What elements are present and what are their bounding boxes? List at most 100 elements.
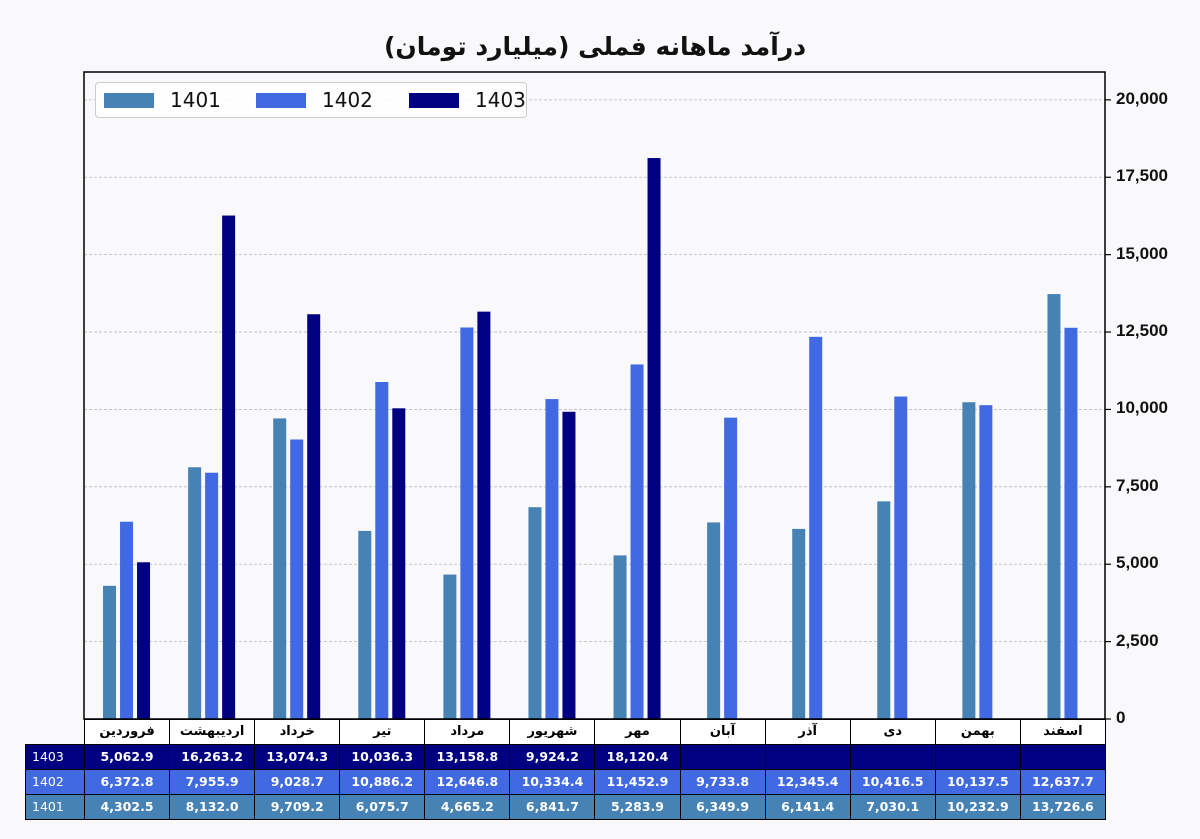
bar-1402-4: [375, 382, 389, 719]
table-cell: 13,074.3: [254, 744, 341, 770]
legend-swatch-1401: [104, 93, 154, 108]
table-row-label: 1401: [25, 794, 85, 820]
table-cell: 18,120.4: [594, 744, 681, 770]
y-axis-ticks: [1105, 99, 1111, 720]
table-cell: 10,416.5: [849, 769, 936, 795]
table-cell: [679, 744, 766, 770]
bar-1402-6: [545, 399, 559, 719]
bar-1402-10: [894, 396, 908, 719]
table-cell: 5,283.9: [594, 794, 681, 820]
table-cell: 9,709.2: [254, 794, 341, 820]
bar-1401-3: [273, 418, 287, 719]
data-table: فروردین اردیبهشت خرداد تیر مرداد شهریور مهر آبا…: [25, 719, 1106, 820]
legend-label-1401: 1401: [170, 88, 221, 112]
bar-1402-9: [809, 336, 823, 719]
legend-label-1403: 1403: [475, 88, 526, 112]
table-cell: 16,263.2: [169, 744, 256, 770]
bar-1401-7: [613, 555, 627, 719]
bar-1403-4: [392, 408, 406, 719]
bar-1401-9: [792, 528, 806, 719]
legend-swatch-1402: [256, 93, 306, 108]
bar-1401-2: [188, 467, 202, 719]
bar-1403-1: [137, 562, 151, 719]
table-cell: 11,452.9: [594, 769, 681, 795]
x-tick-label: اسفند: [1019, 719, 1106, 745]
bar-1403-7: [647, 158, 661, 720]
table-cell: 6,075.7: [339, 794, 426, 820]
y-tick-label: 20,000: [1116, 88, 1168, 108]
table-cell: 9,924.2: [509, 744, 596, 770]
table-cell: 4,302.5: [83, 794, 171, 820]
table-cell: [764, 744, 851, 770]
bar-1402-1: [120, 521, 134, 719]
bar-1403-6: [562, 411, 576, 719]
bar-1401-11: [962, 402, 976, 719]
table-cell: 5,062.9: [83, 744, 171, 770]
table-row-label: 1402: [25, 769, 85, 795]
table-cell: 8,132.0: [169, 794, 256, 820]
table-cell: 10,036.3: [339, 744, 426, 770]
table-cell: 9,733.8: [679, 769, 766, 795]
table-cell: 7,030.1: [849, 794, 936, 820]
x-tick-label: بهمن: [934, 719, 1021, 745]
table-cell: 7,955.9: [169, 769, 256, 795]
table-cell: 12,637.7: [1019, 769, 1106, 795]
bar-1401-5: [443, 574, 457, 719]
x-tick-label: اردیبهشت: [169, 719, 256, 745]
legend-label-1402: 1402: [322, 88, 373, 112]
y-tick-label: 7,500: [1116, 475, 1159, 495]
table-cell: 4,665.2: [424, 794, 511, 820]
x-tick-label: خرداد: [254, 719, 341, 745]
table-row: 1401 4,302.5 8,132.0 9,709.2 6,075.7 4,665.2 6…: [25, 794, 1106, 820]
table-cell: 10,137.5: [934, 769, 1021, 795]
bar-1402-8: [724, 417, 738, 719]
y-tick-label: 2,500: [1116, 630, 1159, 650]
bar-1401-4: [358, 530, 372, 719]
bar-1403-3: [307, 314, 321, 719]
x-tick-label: شهریور: [509, 719, 596, 745]
table-row-label: 1403: [25, 744, 85, 770]
table-cell: 10,232.9: [934, 794, 1021, 820]
bar-1401-6: [528, 507, 542, 719]
x-tick-label: فروردین: [83, 719, 171, 745]
bar-1401-1: [103, 585, 117, 719]
bar-1401-12: [1047, 294, 1061, 719]
table-cell: 12,646.8: [424, 769, 511, 795]
y-tick-label: 12,500: [1116, 321, 1168, 341]
table-row: 1403 5,062.9 16,263.2 13,074.3 10,036.3 13,15…: [25, 744, 1106, 770]
table-cell: [934, 744, 1021, 770]
table-cell: [849, 744, 936, 770]
y-tick-label: 0: [1116, 708, 1126, 727]
table-cell: 6,372.8: [83, 769, 171, 795]
x-tick-label: دی: [849, 719, 936, 745]
table-row: 1402 6,372.8 7,955.9 9,028.7 10,886.2 12,646.…: [25, 769, 1106, 795]
grid-lines: [84, 99, 1105, 643]
table-corner: [26, 720, 85, 745]
chart-title: درآمد ماهانه فملی (میلیارد تومان): [383, 32, 807, 61]
bar-1402-2: [205, 472, 219, 719]
table-cell: 13,158.8: [424, 744, 511, 770]
bar-1402-11: [979, 405, 993, 719]
table-cell: [1019, 744, 1106, 770]
x-tick-label: مرداد: [424, 719, 511, 745]
bar-1401-10: [877, 501, 891, 719]
table-cell: 10,334.4: [509, 769, 596, 795]
y-tick-label: 17,500: [1116, 166, 1168, 186]
x-tick-label: آذر: [764, 719, 851, 745]
y-tick-label: 5,000: [1116, 553, 1159, 573]
table-cell: 10,886.2: [339, 769, 426, 795]
x-tick-label: تیر: [339, 719, 426, 745]
y-tick-label: 10,000: [1116, 398, 1168, 418]
legend-swatch-1403: [409, 93, 459, 108]
bar-group: [103, 158, 1078, 720]
table-cell: 13,726.6: [1019, 794, 1106, 820]
table-cell: 6,349.9: [679, 794, 766, 820]
x-tick-label: مهر: [594, 719, 681, 745]
bar-1402-12: [1064, 327, 1078, 719]
bar-1401-8: [707, 522, 721, 719]
table-cell: 9,028.7: [254, 769, 341, 795]
bar-1402-3: [290, 439, 304, 719]
plot-frame: [83, 71, 1106, 720]
bar-1402-5: [460, 327, 474, 719]
